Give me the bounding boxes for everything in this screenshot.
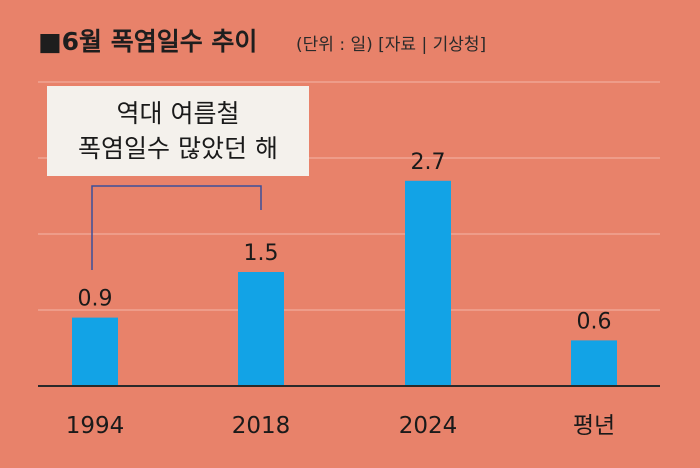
bar-2024 [405, 180, 451, 386]
annotation-box [47, 86, 309, 176]
annotation-line-1: 역대 여름철 [117, 99, 240, 128]
bar-2018 [238, 272, 284, 386]
annotation-bracket [91, 185, 262, 270]
x-tick-label-2024: 2024 [399, 413, 458, 439]
bar-1994 [72, 317, 118, 386]
annotation-line-2: 폭염일수 많았던 해 [78, 134, 278, 163]
data-label-2018: 1.5 [244, 241, 279, 266]
data-label-평년: 0.6 [577, 309, 612, 334]
data-label-1994: 0.9 [78, 287, 113, 312]
x-tick-label-2018: 2018 [232, 413, 291, 439]
bar-평년 [571, 340, 617, 386]
data-label-2024: 2.7 [411, 150, 446, 175]
annotation-callout: 역대 여름철 폭염일수 많았던 해 [47, 86, 309, 270]
chart-title: ■6월 폭염일수 추이 [38, 27, 257, 56]
x-tick-label-1994: 1994 [66, 413, 125, 439]
unit-source-note: (단위 : 일) [자료 | 기상청] [296, 35, 486, 55]
x-tick-label-평년: 평년 [573, 413, 615, 439]
bars [72, 180, 617, 386]
